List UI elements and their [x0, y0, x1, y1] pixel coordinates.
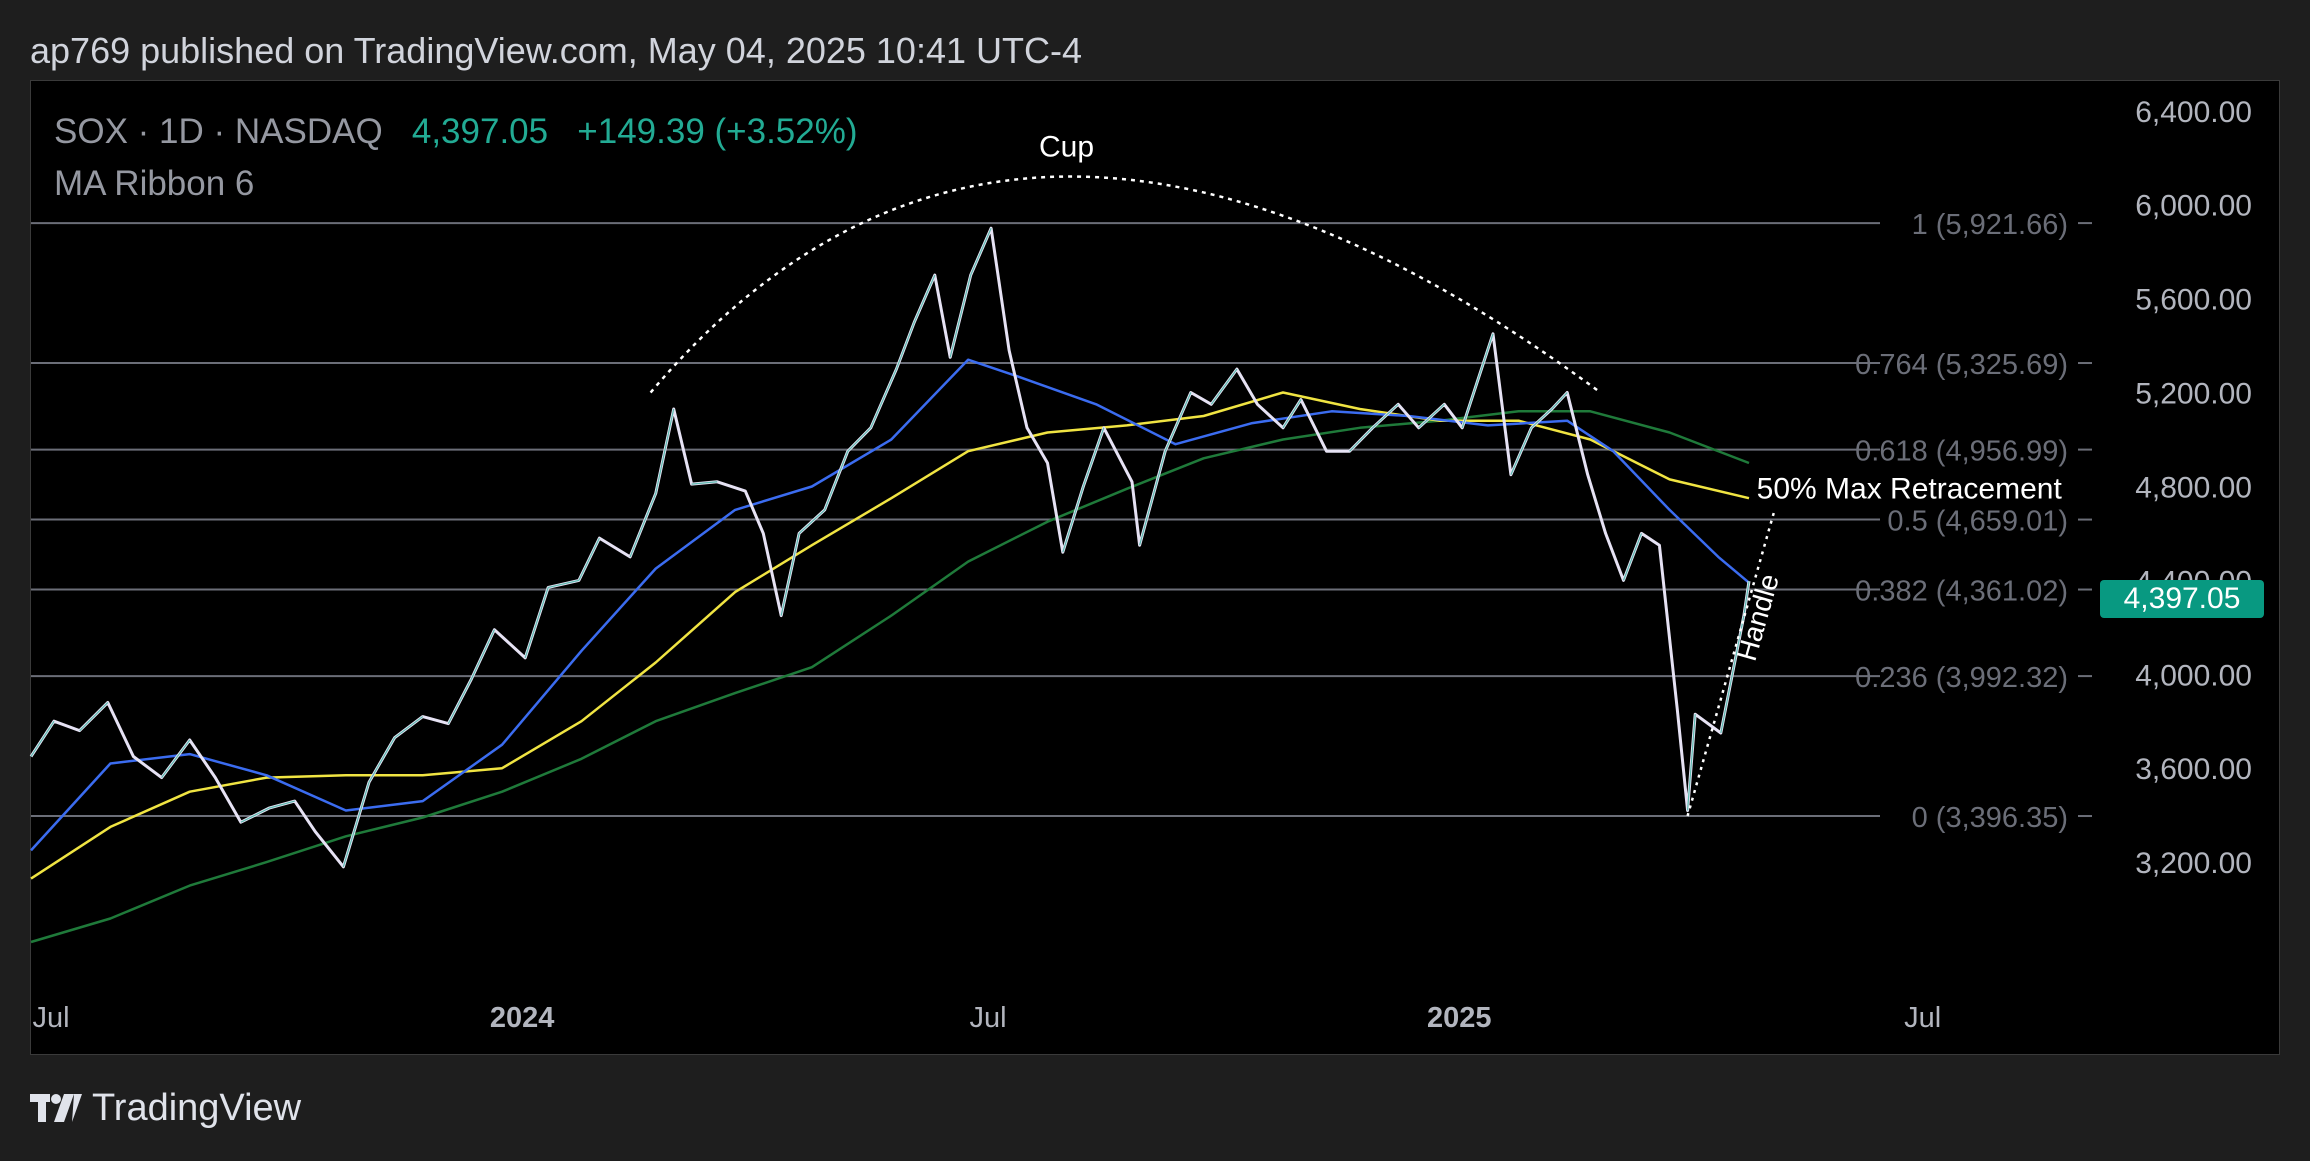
price-up-segment: [240, 807, 270, 823]
price-up-segment: [1686, 714, 1696, 811]
price-axis-label: 5,200.00: [2135, 378, 2252, 411]
price-axis-label: 3,600.00: [2135, 753, 2252, 786]
price-up-segment: [780, 533, 800, 616]
publisher-line: ap769 published on TradingView.com, May …: [30, 30, 1082, 71]
price-up-segment: [1743, 580, 1750, 616]
price-up-segment: [1282, 399, 1302, 429]
price-up-segment: [629, 493, 657, 558]
tradingview-logo-icon: [30, 1094, 82, 1122]
legend-indicator[interactable]: MA Ribbon 6: [54, 164, 255, 203]
cup-label: Cup: [1039, 131, 1094, 164]
plot-background: [31, 81, 2279, 1054]
price-up-segment: [1210, 368, 1238, 405]
price-up-segment: [548, 579, 580, 588]
time-axis-label: 2024: [490, 1002, 555, 1034]
price-up-segment: [524, 587, 549, 659]
fib-level-label: 0.5 (4,659.01): [1887, 506, 2068, 538]
fib-level-label: 0.618 (4,956.99): [1855, 436, 2068, 468]
legend-symbol: SOX · 1D · NASDAQ: [54, 112, 383, 151]
last-price-tag: 4,397.05: [2100, 580, 2264, 618]
price-up-segment: [1062, 486, 1084, 553]
price-up-segment: [470, 629, 495, 680]
legend-change: +149.39 (+3.52%): [577, 112, 858, 151]
price-up-segment: [1720, 615, 1745, 734]
time-axis-label: Jul: [32, 1002, 69, 1034]
fib-level-label: 0.382 (4,361.02): [1855, 576, 2068, 608]
retracement-label: 50% Max Retracement: [1757, 472, 2063, 505]
price-up-segment: [691, 481, 718, 485]
price-up-segment: [394, 716, 424, 739]
price-up-segment: [655, 408, 675, 494]
price-axis-label: 6,400.00: [2135, 96, 2252, 129]
fib-level-label: 0.764 (5,325.69): [1855, 349, 2068, 381]
time-axis: Jul 2024 Jul 2025 Jul: [32, 1002, 1941, 1034]
price-up-segment: [1082, 427, 1105, 487]
price-up-segment: [30, 720, 55, 757]
price-up-segment: [870, 368, 897, 428]
price-up-segment: [1418, 403, 1445, 429]
price-up-segment: [578, 537, 600, 581]
price-up-segment: [1349, 427, 1374, 452]
price-up-segment: [79, 702, 109, 732]
price-up-segment: [1551, 392, 1568, 410]
brand-name: TradingView: [92, 1086, 302, 1129]
chart-legend-symbol[interactable]: SOX · 1D · NASDAQ 4,397.05 +149.39 (+3.5…: [54, 112, 858, 152]
fib-level-label: 0.236 (3,992.32): [1855, 662, 2068, 694]
price-up-segment: [1530, 408, 1553, 429]
time-axis-label: 2025: [1427, 1002, 1492, 1034]
price-up-segment: [368, 737, 396, 783]
price-up-segment: [161, 739, 191, 778]
fib-retracement-levels: 1 (5,921.66) 0.764 (5,325.69) 0.618 (4,956…: [31, 209, 2092, 834]
time-axis-label: Jul: [1904, 1002, 1941, 1034]
price-up-segment: [913, 274, 936, 323]
price-up-segment: [268, 800, 295, 809]
price-axis: 6,400.00 6,000.00 5,600.00 5,200.00 4,800.00…: [2135, 96, 2252, 880]
fib-level-label: 1 (5,921.66): [1912, 209, 2068, 241]
tradingview-brand[interactable]: TradingView: [30, 1085, 301, 1131]
price-axis-label: 3,200.00: [2135, 847, 2252, 880]
price-up-segment: [1372, 403, 1399, 429]
fib-level-label: 0 (3,396.35): [1912, 802, 2068, 834]
price-up-segment: [1461, 333, 1494, 428]
price-up-segment: [847, 427, 872, 452]
price-up-segment: [949, 274, 972, 358]
series-line-ma-fast: [30, 358, 1750, 852]
price-up-segment: [798, 509, 826, 534]
price-up-segment: [447, 678, 472, 724]
price-up-segment: [824, 451, 849, 511]
legend-price: 4,397.05: [411, 112, 549, 151]
price-up-segment: [970, 227, 992, 276]
price-up-segment: [1164, 392, 1192, 452]
series-layer: [29, 226, 1751, 944]
price-axis-label: 6,000.00: [2135, 190, 2252, 223]
price-up-segment: [1510, 427, 1532, 475]
price-axis-label: 5,600.00: [2135, 284, 2252, 317]
cup-arc: [649, 175, 1602, 394]
price-up-segment: [895, 321, 915, 370]
price-axis-label: 4,000.00: [2135, 659, 2252, 692]
price-up-segment: [1622, 533, 1643, 581]
handle-trendline: [1686, 509, 1776, 817]
time-axis-label: Jul: [970, 1002, 1007, 1034]
price-up-segment: [342, 782, 370, 867]
price-axis-label: 4,800.00: [2135, 471, 2252, 504]
chart-panel[interactable]: [30, 80, 2280, 1055]
price-up-segment: [1139, 451, 1166, 546]
